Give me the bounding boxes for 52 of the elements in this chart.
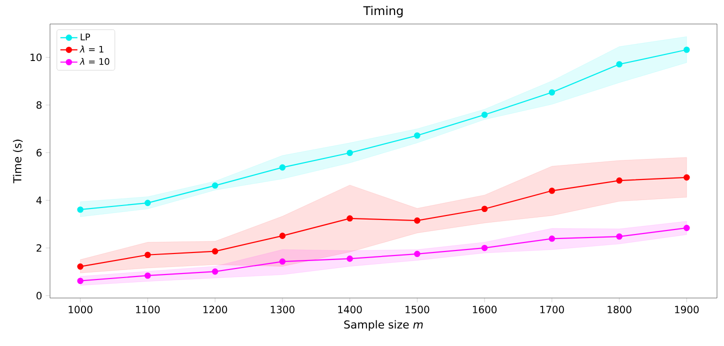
y-tick-label: 2 [36, 244, 42, 252]
point [616, 61, 622, 68]
point [414, 217, 420, 224]
point [279, 258, 286, 265]
x-tick-label: 1800 [608, 306, 632, 314]
y-tick-label: 0 [36, 292, 42, 300]
point [684, 224, 690, 232]
point [548, 188, 556, 194]
y-axis-title: Time (s) [12, 140, 23, 184]
point [481, 244, 488, 252]
point [481, 112, 488, 118]
x-tick-label: 1600 [472, 306, 497, 314]
y-tick-label: 6 [36, 148, 42, 156]
point [346, 256, 353, 262]
point [346, 215, 353, 222]
point [144, 252, 151, 258]
x-tick-label: 1200 [203, 306, 228, 314]
x-tick-label: 1100 [136, 306, 160, 314]
x-tick-label: 1500 [406, 306, 430, 314]
point [481, 206, 488, 212]
point [279, 164, 286, 171]
point [77, 206, 84, 213]
point [77, 263, 84, 270]
point [414, 250, 420, 258]
point [212, 248, 218, 254]
point [144, 272, 151, 279]
point [548, 236, 556, 242]
legend-label: LP [80, 34, 90, 40]
x-tick-label: 1700 [540, 306, 564, 314]
point [346, 150, 353, 156]
point [279, 232, 286, 239]
legend-label: λ = 1 [80, 46, 104, 52]
y-tick-label: 10 [30, 54, 42, 62]
y-tick-label: 8 [36, 101, 42, 109]
point [616, 177, 622, 184]
y-tick-label: 4 [36, 196, 42, 204]
point [684, 174, 690, 181]
point [212, 182, 218, 189]
x-tick-label: 1400 [338, 306, 362, 314]
point [414, 132, 420, 139]
point [548, 89, 556, 96]
point [212, 268, 218, 275]
x-tick-label: 1000 [68, 306, 92, 314]
x-axis-title: Sample size m [344, 320, 423, 331]
chart-title: Timing [363, 6, 403, 18]
point [77, 278, 84, 284]
point [684, 46, 690, 53]
legend-label: λ = 10 [80, 58, 110, 65]
x-tick-label: 1900 [675, 306, 699, 314]
point [144, 200, 151, 206]
point [616, 233, 622, 240]
x-tick-label: 1300 [270, 306, 294, 314]
